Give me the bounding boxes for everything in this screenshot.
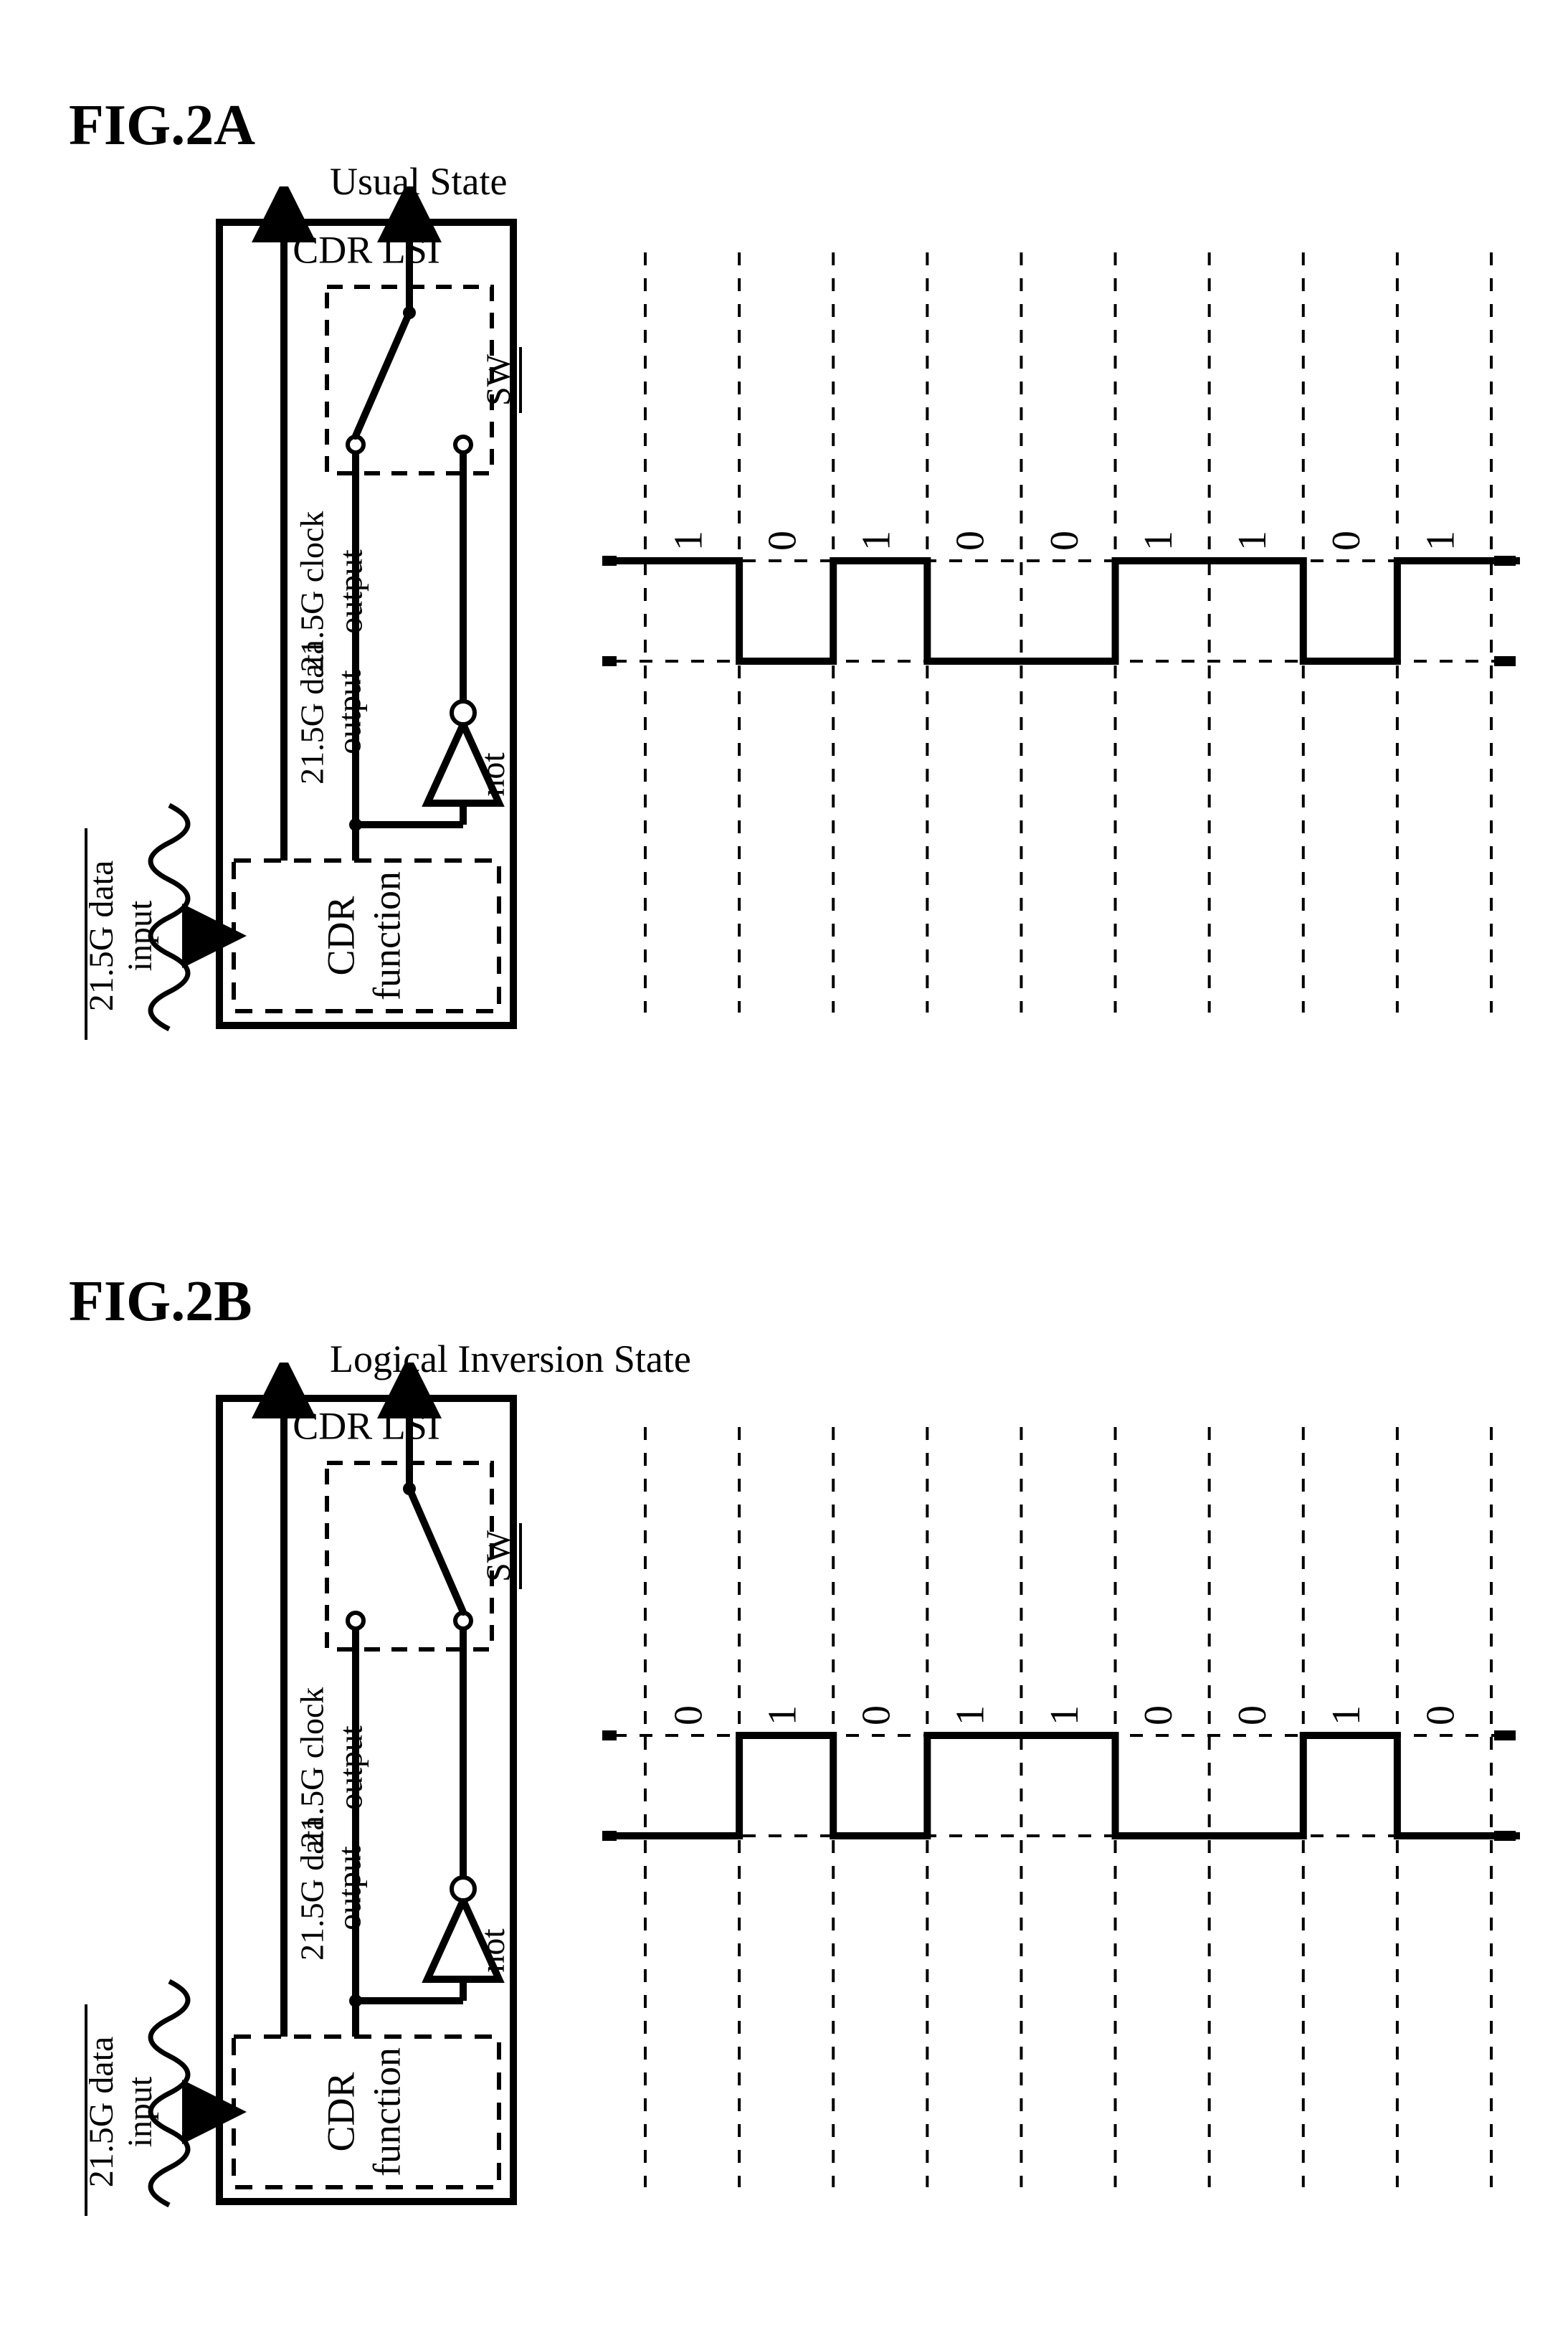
svg-text:21.5G data: 21.5G data: [82, 861, 120, 1012]
svg-text:SW: SW: [480, 354, 518, 406]
svg-text:SW: SW: [480, 1530, 518, 1582]
svg-text:CDR LSI: CDR LSI: [293, 1404, 440, 1447]
svg-text:1: 1: [1230, 531, 1275, 551]
cdr-lsi-block-b: CDR LSICDRfunction21.5G datainput21.5G c…: [69, 1363, 528, 2216]
svg-text:not: not: [474, 1928, 512, 1973]
waveform-b: 0 1 0 1 1 0 0 1 0: [602, 1406, 1520, 2209]
svg-text:0: 0: [949, 531, 993, 551]
svg-text:0: 0: [761, 531, 805, 551]
svg-text:1: 1: [855, 531, 899, 551]
svg-text:1: 1: [761, 1705, 805, 1725]
waveform-a: 1 0 1 0 0 1 1 0 1: [602, 231, 1520, 1034]
svg-text:1: 1: [1136, 531, 1181, 551]
svg-text:1: 1: [666, 531, 711, 551]
svg-text:output: output: [333, 1725, 369, 1810]
svg-text:function: function: [365, 871, 408, 1000]
svg-text:0: 0: [1136, 1705, 1181, 1725]
svg-text:output: output: [333, 549, 369, 634]
svg-text:output: output: [331, 1846, 368, 1930]
svg-text:0: 0: [1418, 1705, 1463, 1725]
svg-text:21.5G data: 21.5G data: [82, 2037, 120, 2188]
svg-text:1: 1: [949, 1705, 993, 1725]
svg-text:0: 0: [1324, 531, 1369, 551]
svg-text:CDR: CDR: [319, 896, 362, 975]
fig2b-label: FIG.2B: [69, 1269, 252, 1335]
svg-text:21.5G data: 21.5G data: [294, 640, 331, 785]
svg-text:21.5G data: 21.5G data: [294, 1816, 331, 1961]
svg-text:0: 0: [1042, 531, 1087, 551]
svg-text:0: 0: [666, 1705, 711, 1725]
svg-text:0: 0: [1230, 1705, 1275, 1725]
svg-text:not: not: [474, 752, 512, 797]
svg-text:CDR: CDR: [319, 2072, 362, 2151]
svg-text:1: 1: [1042, 1705, 1087, 1725]
svg-text:1: 1: [1418, 531, 1463, 551]
svg-text:output: output: [331, 670, 368, 754]
fig2a-label: FIG.2A: [69, 93, 255, 158]
svg-text:function: function: [365, 2047, 408, 2176]
cdr-lsi-block-a: CDR LSICDRfunction21.5G datainput21.5G c…: [69, 186, 528, 1040]
svg-text:1: 1: [1324, 1705, 1369, 1725]
svg-text:input: input: [121, 900, 159, 971]
svg-text:CDR LSI: CDR LSI: [293, 228, 440, 271]
svg-text:input: input: [121, 2076, 159, 2147]
svg-text:0: 0: [855, 1705, 899, 1725]
